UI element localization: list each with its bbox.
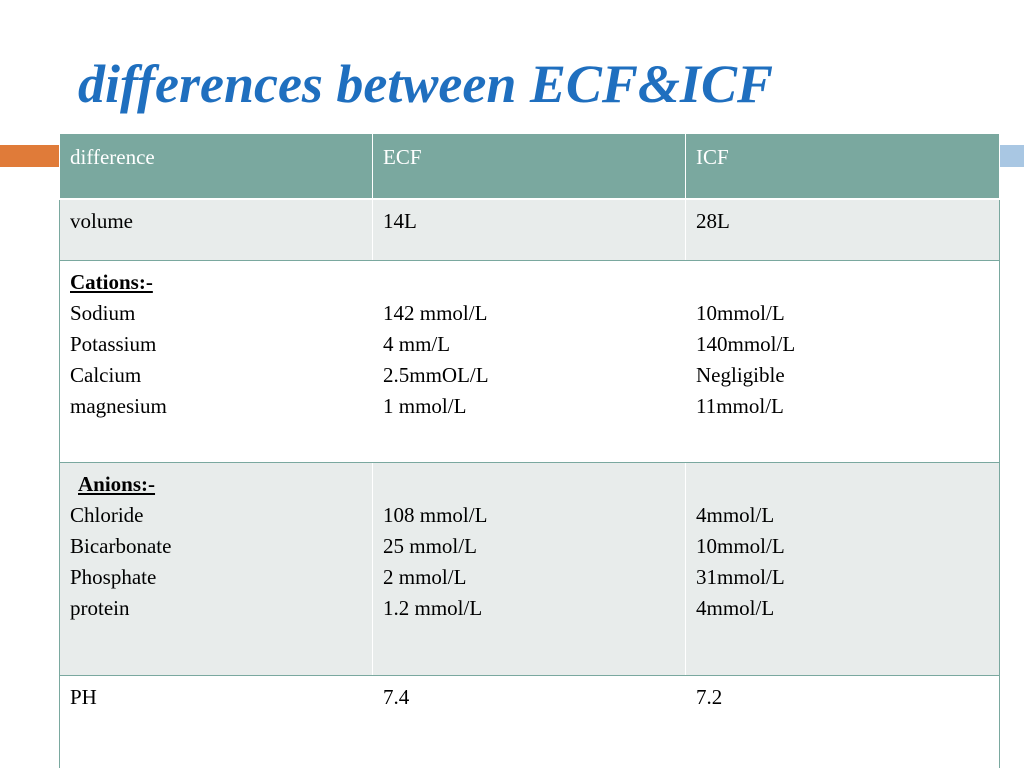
header-row: difference ECF ICF — [59, 134, 1000, 200]
cation-ecf-value: 2.5mmOL/L — [383, 362, 489, 387]
volume-ecf: 14L — [372, 199, 686, 261]
anions-heading: Anions:- — [78, 471, 156, 496]
anion-icf-value: 31mmol/L — [696, 564, 785, 589]
anion-name: Bicarbonate — [70, 533, 172, 558]
cation-name: Calcium — [70, 362, 142, 387]
ph-icf: 7.2 — [685, 675, 1000, 768]
cation-icf-value: 140mmol/L — [696, 331, 796, 356]
anion-icf-value: 4mmol/L — [696, 595, 775, 620]
anion-ecf-value: 25 mmol/L — [383, 533, 477, 558]
anion-ecf-value: 2 mmol/L — [383, 564, 467, 589]
volume-icf: 28L — [685, 199, 1000, 261]
anion-name: protein — [70, 595, 130, 620]
table-row-volume: volume 14L 28L — [59, 199, 1000, 261]
cations-ecf-cell: 142 mmol/L 4 mm/L 2.5mmOL/L 1 mmol/L — [372, 260, 686, 463]
accent-bar-left — [0, 145, 60, 167]
ph-label: PH — [59, 675, 373, 768]
anion-icf-value: 4mmol/L — [696, 502, 775, 527]
table-row-ph: PH 7.4 7.2 — [59, 675, 1000, 768]
cation-icf-value: 10mmol/L — [696, 300, 785, 325]
slide-title: differences between ECF&ICF — [78, 54, 773, 114]
cations-names-cell: Cations:- Sodium Potassium Calcium magne… — [59, 260, 373, 463]
cation-ecf-value: 4 mm/L — [383, 331, 451, 356]
anions-icf-cell: 4mmol/L 10mmol/L 31mmol/L 4mmol/L — [685, 462, 1000, 676]
anion-icf-value: 10mmol/L — [696, 533, 785, 558]
anions-names-cell: Anions:- Chloride Bicarbonate Phosphate … — [59, 462, 373, 676]
header-ecf: ECF — [372, 134, 686, 200]
cation-ecf-value: 1 mmol/L — [383, 393, 467, 418]
anion-ecf-value: 1.2 mmol/L — [383, 595, 483, 620]
header-difference: difference — [59, 134, 373, 200]
ph-ecf: 7.4 — [372, 675, 686, 768]
anion-name: Phosphate — [70, 564, 157, 589]
table-row-anions: Anions:- Chloride Bicarbonate Phosphate … — [59, 462, 1000, 676]
cations-heading: Cations:- — [70, 269, 153, 294]
header-icf: ICF — [685, 134, 1000, 200]
cation-icf-value: Negligible — [696, 362, 785, 387]
table-row-cations: Cations:- Sodium Potassium Calcium magne… — [59, 260, 1000, 463]
cation-name: magnesium — [70, 393, 167, 418]
anion-name: Chloride — [70, 502, 144, 527]
anion-ecf-value: 108 mmol/L — [383, 502, 488, 527]
cation-icf-value: 11mmol/L — [696, 393, 784, 418]
cation-name: Potassium — [70, 331, 157, 356]
volume-label: volume — [59, 199, 373, 261]
cations-icf-cell: 10mmol/L 140mmol/L Negligible 11mmol/L — [685, 260, 1000, 463]
accent-bar-right — [999, 145, 1024, 167]
anions-ecf-cell: 108 mmol/L 25 mmol/L 2 mmol/L 1.2 mmol/L — [372, 462, 686, 676]
cation-ecf-value: 142 mmol/L — [383, 300, 488, 325]
comparison-table: difference ECF ICF volume 14L 28L Cation… — [59, 134, 1000, 768]
cation-name: Sodium — [70, 300, 136, 325]
